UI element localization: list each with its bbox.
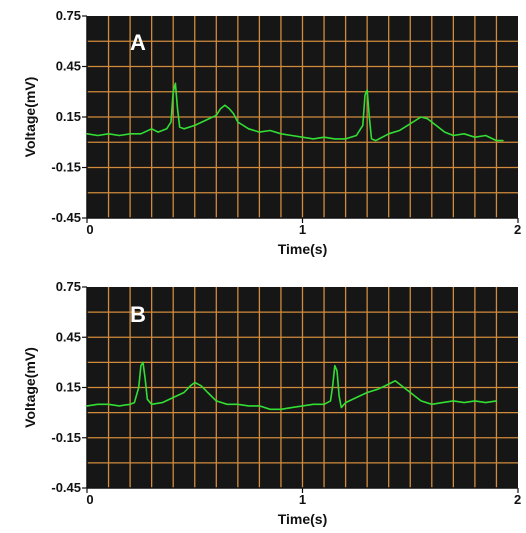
x-tick-label: 0 xyxy=(86,492,93,507)
y-axis-title: Voltage(mV) xyxy=(22,347,38,428)
chart-panel-a: 0.75 0.45 0.15 -0.15 -0.45 0 1 2 Time(s) Voltage(… xyxy=(22,8,521,257)
grid-lines xyxy=(87,287,518,488)
y-tick-label: -0.45 xyxy=(51,480,81,495)
x-tick-label: 1 xyxy=(299,222,306,237)
y-tick-label: 0.75 xyxy=(56,8,81,23)
x-axis-title: Time(s) xyxy=(278,511,328,527)
y-tick-label: 0.15 xyxy=(56,109,81,124)
y-tick-label: -0.15 xyxy=(51,430,81,445)
grid-lines xyxy=(87,16,518,218)
x-tick-label: 1 xyxy=(299,492,306,507)
panel-label: A xyxy=(130,30,146,55)
x-axis-title: Time(s) xyxy=(278,241,328,257)
x-tick-label: 2 xyxy=(514,492,521,507)
y-tick-label: 0.45 xyxy=(56,329,81,344)
series-line-ecg-trace xyxy=(86,361,498,411)
x-tick-label: 0 xyxy=(86,222,93,237)
panel-label: B xyxy=(130,302,146,327)
y-axis-title: Voltage(mV) xyxy=(22,77,38,158)
y-tick-label: -0.45 xyxy=(51,210,81,225)
y-tick-label: -0.15 xyxy=(51,160,81,175)
y-tick-label: 0.45 xyxy=(56,59,81,74)
chart-panel-b: 0.75 0.45 0.15 -0.15 -0.45 0 1 2 Time(s) Voltage(… xyxy=(22,279,521,527)
y-tick-label: 0.75 xyxy=(56,279,81,294)
y-tick-label: 0.15 xyxy=(56,380,81,395)
series-line-ecg-trace xyxy=(86,82,504,142)
x-tick-label: 2 xyxy=(514,222,521,237)
